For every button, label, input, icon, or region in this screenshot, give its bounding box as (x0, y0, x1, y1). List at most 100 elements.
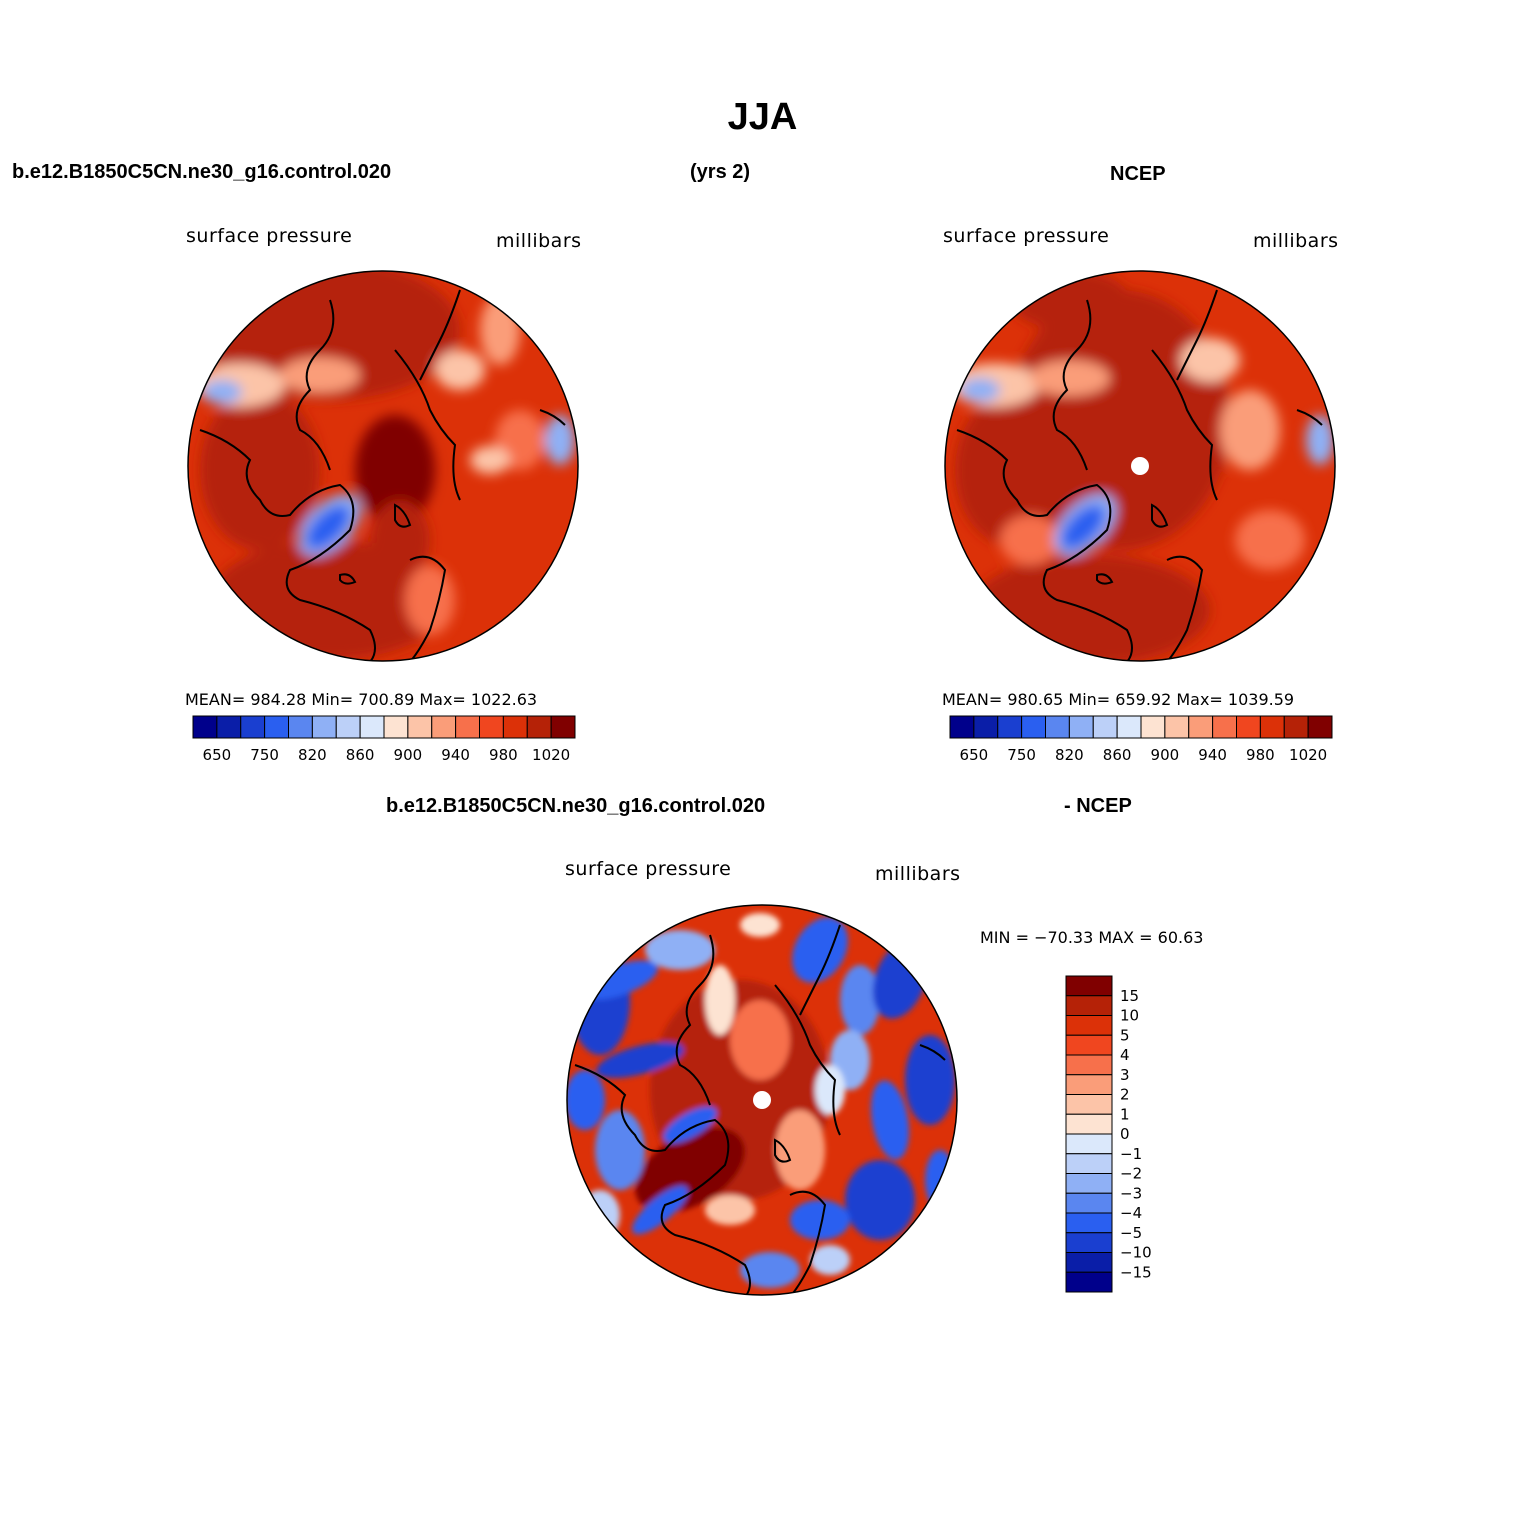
colorbar-tick-label: 10 (1120, 1007, 1139, 1025)
colorbar-tick-label: 900 (394, 746, 423, 764)
colorbar-swatch (1065, 1212, 1113, 1234)
colorbar-swatch (1065, 995, 1113, 1016)
colorbar-swatch (1065, 1034, 1113, 1056)
colorbar-swatch (1307, 715, 1333, 739)
colorbar-tick-label: 1020 (532, 746, 570, 764)
pole-missing-dot (753, 1091, 771, 1109)
colorbar-swatch (1236, 715, 1261, 739)
model-stats: MEAN= 984.28 Min= 700.89 Max= 1022.63 (185, 690, 538, 709)
colorbar-swatch (1045, 715, 1070, 739)
colorbar-swatch (1065, 975, 1113, 997)
colorbar-swatch (311, 715, 337, 739)
colorbar-swatch (997, 715, 1023, 739)
colorbar-swatch (949, 715, 975, 739)
diff-variable-label: surface pressure (565, 858, 732, 880)
colorbar-swatch (1065, 1054, 1113, 1076)
model-colorbar: 650 750 820 860 900 940 980 1020 (192, 715, 576, 764)
colorbar-swatch (1065, 1252, 1113, 1273)
colorbar-swatch (1188, 715, 1214, 739)
colorbar-swatch (1065, 1133, 1113, 1155)
colorbar-tick-label: 15 (1120, 987, 1139, 1005)
colorbar-swatch (335, 715, 361, 739)
colorbar-tick-label: 0 (1120, 1125, 1130, 1143)
colorbar-tick-label: 750 (1007, 746, 1036, 764)
years-header: (yrs 2) (690, 161, 751, 183)
colorbar-swatch (359, 715, 385, 739)
colorbar-tick-label: 820 (1055, 746, 1084, 764)
colorbar-swatch (1065, 1113, 1113, 1135)
colorbar-tick-label: 3 (1120, 1066, 1130, 1084)
colorbar-swatch (526, 715, 552, 739)
diff-obs-header: - NCEP (1064, 795, 1132, 817)
obs-stats: MEAN= 980.65 Min= 659.92 Max= 1039.59 (942, 690, 1295, 709)
colorbar-tick-label: −15 (1120, 1263, 1152, 1281)
colorbar-tick-label: −2 (1120, 1165, 1142, 1183)
colorbar-tick-label: −4 (1120, 1204, 1142, 1222)
colorbar-swatch (1065, 1074, 1113, 1095)
colorbar-tick-label: 980 (1246, 746, 1275, 764)
obs-colorbar: 650 750 820 860 900 940 980 1020 (949, 715, 1333, 764)
colorbar-swatch (1283, 715, 1309, 739)
colorbar-swatch (407, 715, 433, 739)
colorbar-swatch (1140, 715, 1166, 739)
colorbar-swatch (1065, 1192, 1113, 1214)
colorbar-swatch (1065, 1153, 1113, 1174)
colorbar-swatch (1259, 715, 1285, 739)
colorbar-tick-label: 1020 (1289, 746, 1327, 764)
colorbar-tick-label: 650 (960, 746, 989, 764)
colorbar-tick-label: 900 (1151, 746, 1180, 764)
diff-units-label: millibars (875, 863, 961, 885)
colorbar-tick-label: −5 (1120, 1224, 1142, 1242)
colorbar-swatch (1092, 715, 1118, 739)
model-units-label: millibars (496, 230, 582, 252)
figure-title: JJA (727, 96, 798, 138)
colorbar-swatch (1065, 1271, 1113, 1293)
colorbar-swatch (1065, 1173, 1113, 1194)
colorbar-swatch (479, 715, 504, 739)
obs-polar-map (944, 270, 1336, 662)
colorbar-swatch (1212, 715, 1237, 739)
colorbar-swatch (1068, 715, 1094, 739)
colorbar-tick-label: 980 (489, 746, 518, 764)
pole-missing-dot (1131, 457, 1149, 475)
model-variable-label: surface pressure (186, 225, 353, 247)
obs-variable-label: surface pressure (943, 225, 1110, 247)
colorbar-swatch (216, 715, 242, 739)
colorbar-swatch (502, 715, 528, 739)
colorbar-tick-label: 4 (1120, 1046, 1130, 1064)
colorbar-tick-label: 650 (203, 746, 232, 764)
colorbar-swatch (1065, 1232, 1113, 1253)
difference-polar-map (566, 904, 958, 1296)
colorbar-swatch (973, 715, 999, 739)
colorbar-swatch (264, 715, 289, 739)
colorbar-swatch (383, 715, 409, 739)
colorbar-swatch (240, 715, 266, 739)
diff-stats: MIN = −70.33 MAX = 60.63 (980, 928, 1204, 947)
colorbar-swatch (431, 715, 457, 739)
colorbar-swatch (288, 715, 313, 739)
colorbar-tick-label: 5 (1120, 1026, 1130, 1044)
colorbar-tick-label: 2 (1120, 1086, 1130, 1104)
colorbar-tick-label: −1 (1120, 1145, 1142, 1163)
colorbar-swatch (192, 715, 218, 739)
colorbar-tick-label: −10 (1120, 1244, 1152, 1262)
obs-header: NCEP (1110, 163, 1166, 185)
colorbar-tick-label: 940 (441, 746, 470, 764)
diff-case-header: b.e12.B1850C5CN.ne30_g16.control.020 (386, 795, 766, 817)
colorbar-swatch (1116, 715, 1142, 739)
model-polar-map (187, 270, 579, 662)
colorbar-swatch (1021, 715, 1046, 739)
colorbar-tick-label: −3 (1120, 1184, 1142, 1202)
colorbar-swatch (455, 715, 480, 739)
colorbar-swatch (1065, 1015, 1113, 1036)
colorbar-tick-label: 860 (1103, 746, 1132, 764)
colorbar-tick-label: 940 (1198, 746, 1227, 764)
colorbar-swatch (550, 715, 576, 739)
case-name-header: b.e12.B1850C5CN.ne30_g16.control.020 (12, 161, 392, 183)
colorbar-tick-label: 1 (1120, 1105, 1130, 1123)
colorbar-tick-label: 820 (298, 746, 327, 764)
colorbar-swatch (1065, 1094, 1113, 1115)
colorbar-tick-label: 860 (346, 746, 375, 764)
obs-units-label: millibars (1253, 230, 1339, 252)
